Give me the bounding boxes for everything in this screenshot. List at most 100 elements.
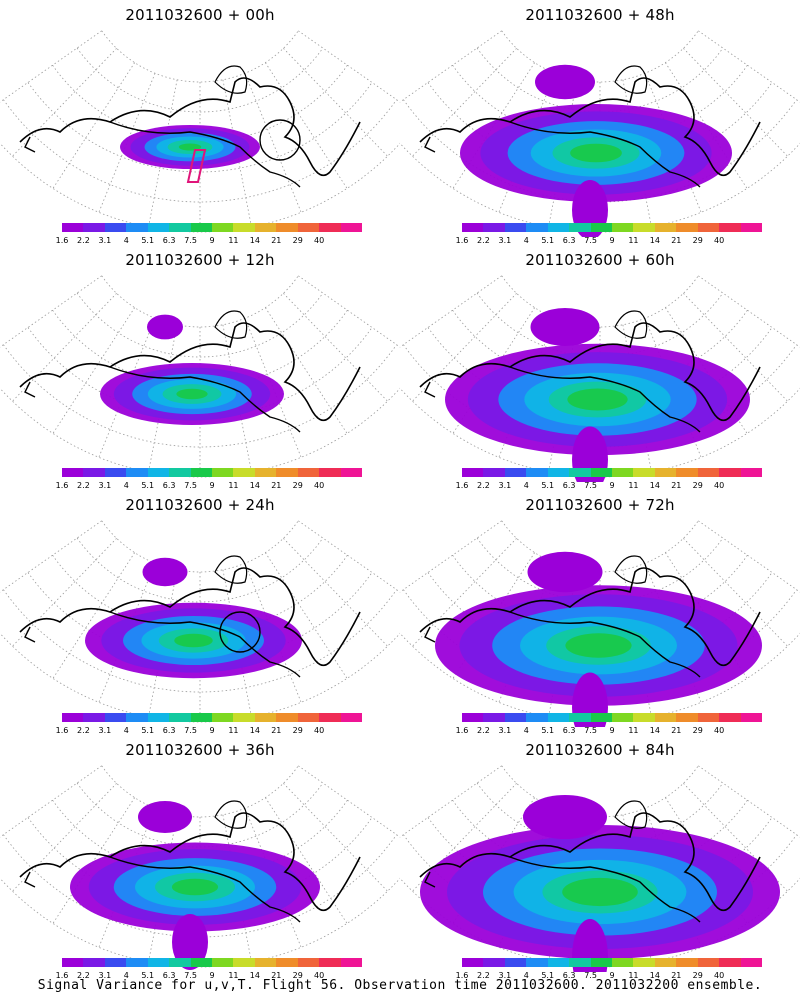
colorbar-swatch [612,223,634,232]
map [0,765,400,970]
colorbar-swatch [340,223,363,232]
island-outline [614,310,648,339]
parallel-line [501,30,699,83]
colorbar-tick-label: 21 [671,481,682,490]
meridian-line [683,48,788,157]
meridian-line [683,293,788,402]
colorbar [62,958,363,967]
colorbar-tick-label: 14 [249,481,260,490]
colorbar-swatch [676,223,699,232]
colorbar-tick-label: 4 [123,481,129,490]
colorbar-swatch [83,223,106,232]
meridian-line [222,324,252,473]
colorbar-tick-label: 5.1 [541,481,555,490]
colorbar-tick-label: 9 [609,481,615,490]
colorbar-swatch [254,223,277,232]
coastline [509,121,701,188]
colorbar-swatch [147,713,170,722]
meridian-line [52,552,135,679]
colorbar-tick-label: 40 [714,236,725,245]
parallel-line [3,344,397,448]
colorbar-tick-label: 29 [292,481,303,490]
colorbar-swatch [340,958,363,967]
colorbar-swatch [633,958,656,967]
colorbar-swatch [340,713,363,722]
colorbar-swatch [697,223,720,232]
colorbar-tick-label: 3.1 [98,481,112,490]
colorbar-swatch [547,958,570,967]
colorbar-tick-label: 40 [314,971,325,980]
island-outline [214,555,248,584]
colorbar-tick-label: 7.5 [584,481,597,490]
colorbar-tick-label: 3.1 [498,971,512,980]
colorbar-tick-label: 5.1 [541,971,555,980]
colorbar-tick-label: 4 [123,971,129,980]
variance-contour [176,388,208,400]
colorbar [462,223,763,232]
colorbar-tick-label: 7.5 [184,971,197,980]
parallel-line [76,47,324,113]
colorbar-tick-label: 6.3 [562,971,576,980]
colorbar-tick-label: 7.5 [184,236,197,245]
colorbar-tick-label: 29 [292,236,303,245]
colorbar-swatch [633,223,656,232]
colorbar-swatch [462,223,484,232]
colorbar-swatch [569,468,592,477]
colorbar-tick-label: 6.3 [162,236,176,245]
colorbar-tick-label: 1.6 [455,726,469,735]
colorbar-tick-label: 1.6 [55,726,69,735]
colorbar-tick-label: 9 [609,236,615,245]
colorbar-tick-label: 3.1 [98,726,112,735]
colorbar-tick-label: 6.3 [162,726,176,735]
meridian-line [683,538,788,647]
colorbar-swatch [319,223,342,232]
map [400,520,800,727]
colorbar-swatch [719,958,742,967]
colorbar-tick-label: 7.5 [184,726,197,735]
colorbar-tick-label: 5.1 [541,236,555,245]
colorbar-swatch [169,713,192,722]
colorbar-tick-label: 14 [249,236,260,245]
colorbar-tick-label: 11 [628,236,639,245]
colorbar-swatch [319,713,342,722]
meridian-line [400,275,502,348]
colorbar-tick-label: 21 [271,481,282,490]
colorbar-swatch [190,958,213,967]
colorbar-swatch [676,713,699,722]
parallel-line [501,765,699,818]
variance-field [460,64,732,237]
meridian-line [283,48,388,157]
colorbar-tick-label: 29 [692,481,703,490]
variance-contour [562,877,638,907]
colorbar-swatch [126,223,149,232]
meridian-line [98,808,156,948]
colorbar-swatch [104,713,127,722]
colorbar-tick-label: 3.1 [98,971,112,980]
colorbar-tick-label: 40 [314,236,325,245]
colorbar-swatch [83,713,106,722]
colorbar-swatch [169,958,192,967]
variance-field [120,125,260,169]
panel-title: 2011032600 + 12h [125,251,275,269]
colorbar-tick-label: 9 [209,481,215,490]
coastline [424,871,436,888]
colorbar-swatch [676,958,699,967]
colorbar-swatch [590,468,613,477]
panel-title: 2011032600 + 36h [125,741,275,759]
colorbar-tick-label: 40 [314,481,325,490]
island-outline [214,65,248,94]
colorbar [462,713,763,722]
colorbar-swatch [504,223,527,232]
colorbar-tick-label: 2.2 [77,726,90,735]
colorbar-swatch [740,713,763,722]
colorbar-tick-label: 7.5 [584,726,597,735]
colorbar-swatch [547,223,570,232]
colorbar-swatch [212,223,234,232]
colorbar-swatch [233,223,256,232]
parallel-line [101,520,299,573]
forecast-panel-00h: 2011032600 + 00h 1.6 2.2 3.1 4 5.1 6.3 7.5 9 11 14… [0,0,400,245]
colorbar-tick-label: 14 [249,971,260,980]
meridian-line [52,62,135,189]
colorbar-swatch [62,958,84,967]
colorbar-tick-label: 1.6 [455,481,469,490]
